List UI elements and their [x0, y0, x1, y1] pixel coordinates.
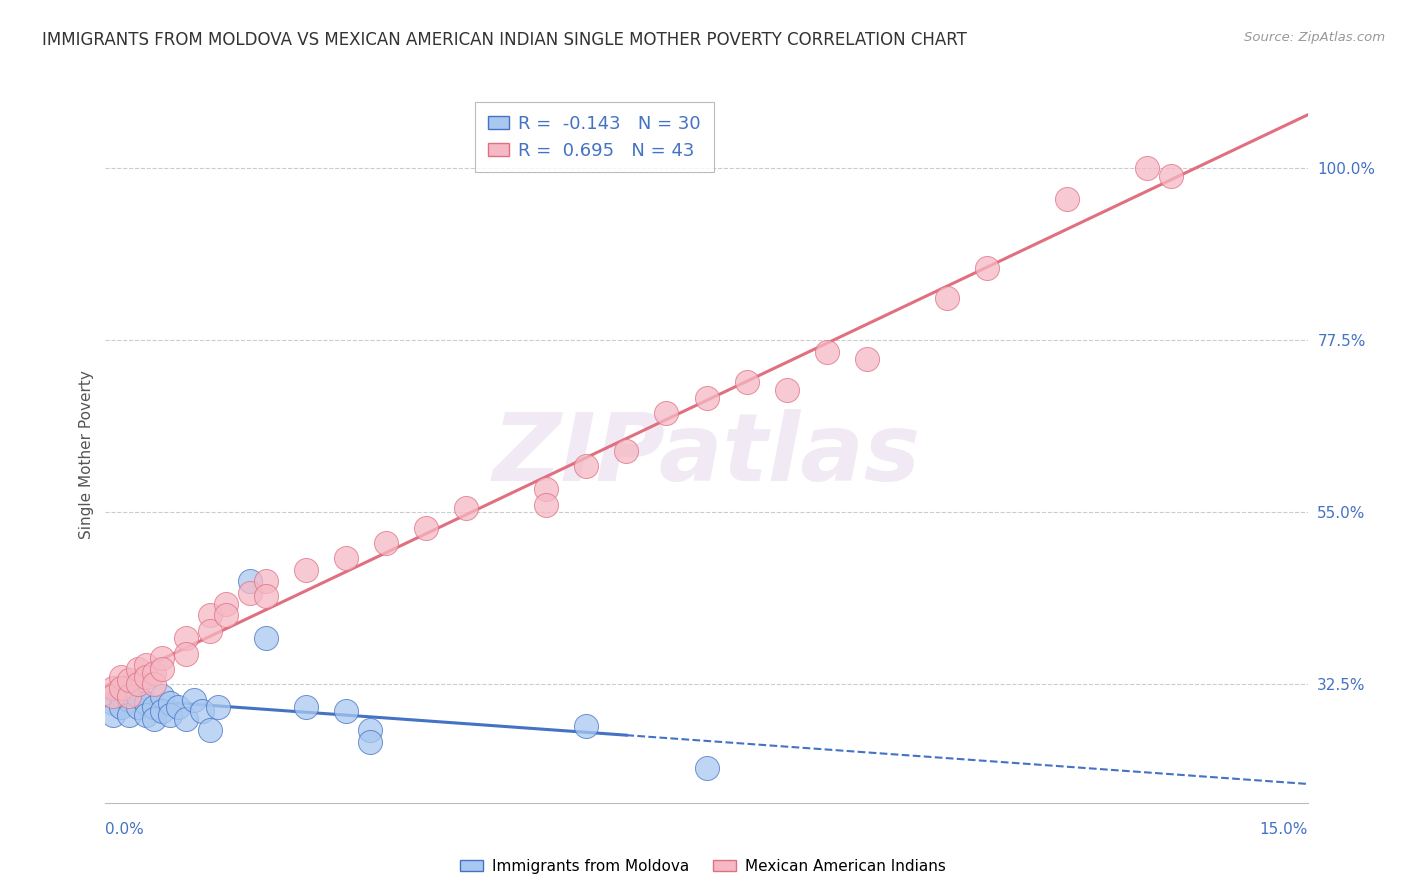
Point — [855, 352, 877, 367]
Point — [142, 700, 165, 714]
Point — [295, 563, 318, 577]
Point — [190, 704, 212, 718]
Text: 0.0%: 0.0% — [105, 822, 145, 837]
Point — [159, 707, 181, 722]
Point — [174, 712, 197, 726]
Point — [976, 260, 998, 275]
Point — [534, 498, 557, 512]
Point — [174, 632, 197, 646]
Text: 15.0%: 15.0% — [1260, 822, 1308, 837]
Point — [936, 291, 959, 305]
Point — [103, 689, 125, 703]
Point — [254, 632, 277, 646]
Point — [616, 444, 638, 458]
Point — [118, 692, 141, 706]
Point — [103, 681, 125, 695]
Point — [198, 723, 221, 738]
Point — [254, 590, 277, 604]
Point — [135, 697, 157, 711]
Point — [207, 700, 229, 714]
Point — [118, 689, 141, 703]
Point — [150, 704, 173, 718]
Point — [103, 697, 125, 711]
Point — [776, 383, 799, 397]
Point — [127, 689, 149, 703]
Point — [198, 624, 221, 638]
Point — [415, 520, 437, 534]
Point — [166, 700, 188, 714]
Point — [150, 650, 173, 665]
Point — [239, 574, 262, 588]
Point — [198, 608, 221, 623]
Point — [150, 689, 173, 703]
Point — [1056, 192, 1078, 206]
Point — [1160, 169, 1182, 183]
Point — [127, 700, 149, 714]
Point — [142, 712, 165, 726]
Point — [118, 673, 141, 688]
Point — [127, 662, 149, 676]
Point — [359, 734, 381, 748]
Point — [575, 459, 598, 474]
Point — [374, 536, 398, 550]
Point — [110, 689, 132, 703]
Point — [159, 697, 181, 711]
Point — [118, 707, 141, 722]
Text: IMMIGRANTS FROM MOLDOVA VS MEXICAN AMERICAN INDIAN SINGLE MOTHER POVERTY CORRELA: IMMIGRANTS FROM MOLDOVA VS MEXICAN AMERI… — [42, 31, 967, 49]
Legend: R =  -0.143   N = 30, R =  0.695   N = 43: R = -0.143 N = 30, R = 0.695 N = 43 — [475, 103, 714, 172]
Point — [696, 761, 718, 775]
Point — [142, 677, 165, 691]
Point — [110, 700, 132, 714]
Point — [655, 406, 678, 420]
Text: Source: ZipAtlas.com: Source: ZipAtlas.com — [1244, 31, 1385, 45]
Legend: Immigrants from Moldova, Mexican American Indians: Immigrants from Moldova, Mexican America… — [454, 853, 952, 880]
Point — [142, 665, 165, 680]
Point — [110, 681, 132, 695]
Point — [183, 692, 205, 706]
Point — [815, 344, 838, 359]
Point — [174, 647, 197, 661]
Point — [103, 707, 125, 722]
Point — [735, 376, 758, 390]
Y-axis label: Single Mother Poverty: Single Mother Poverty — [79, 370, 94, 540]
Point — [135, 707, 157, 722]
Text: ZIPatlas: ZIPatlas — [492, 409, 921, 501]
Point — [295, 700, 318, 714]
Point — [135, 670, 157, 684]
Point — [254, 574, 277, 588]
Point — [534, 483, 557, 497]
Point — [335, 551, 357, 566]
Point — [239, 585, 262, 599]
Point — [127, 677, 149, 691]
Point — [1136, 161, 1159, 176]
Point — [135, 658, 157, 673]
Point — [575, 719, 598, 733]
Point — [214, 597, 236, 611]
Point — [335, 704, 357, 718]
Point — [110, 670, 132, 684]
Point — [150, 662, 173, 676]
Point — [359, 723, 381, 738]
Point — [214, 608, 236, 623]
Point — [696, 391, 718, 405]
Point — [454, 501, 477, 516]
